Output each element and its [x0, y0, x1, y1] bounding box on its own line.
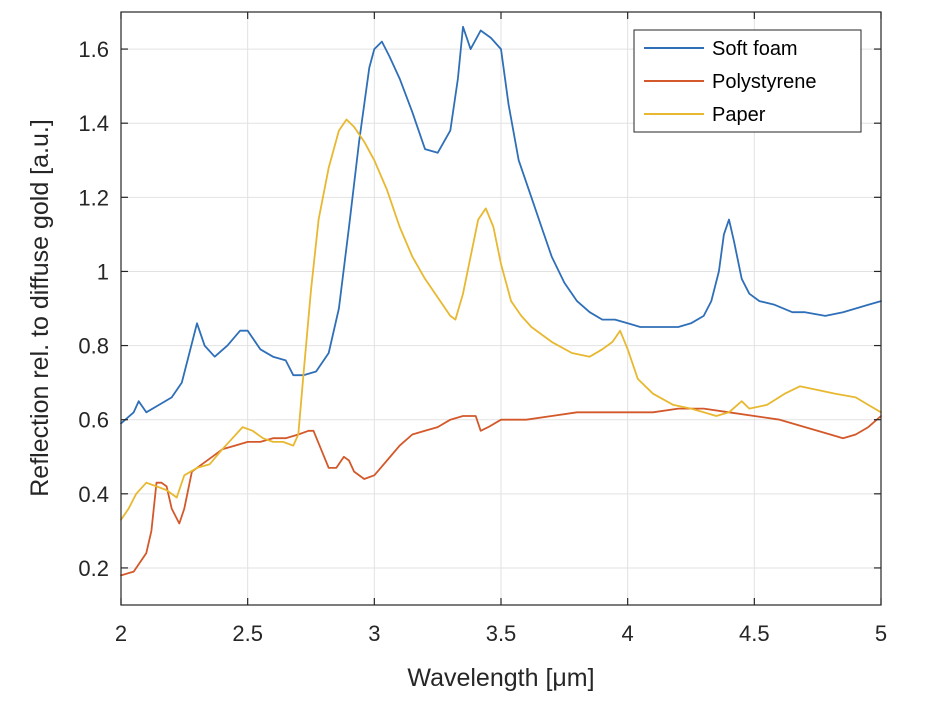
y-tick-label: 1: [97, 259, 109, 284]
y-axis-title: Reflection rel. to diffuse gold [a.u.]: [26, 119, 54, 497]
y-tick-label: 0.2: [78, 556, 109, 581]
axis-ticks: 2 2.5 3 3.5 4 4.5 5 0.2 0.4 0.6 0.8 1 1.2 1.4 1.6: [78, 12, 887, 646]
y-tick-label: 0.8: [78, 334, 109, 359]
legend-label-polystyrene: Polystyrene: [712, 71, 817, 93]
series-lines: [120, 25, 882, 577]
x-tick-label: 4: [622, 621, 634, 646]
y-tick-label: 0.6: [78, 408, 109, 433]
x-tick-label: 2.5: [232, 621, 263, 646]
legend: Soft foam Polystyrene Paper: [633, 29, 862, 133]
series-line-paper: [120, 118, 882, 521]
x-tick-label: 4.5: [739, 621, 770, 646]
x-tick-label: 2: [115, 621, 127, 646]
y-tick-label: 1.6: [78, 37, 109, 62]
y-tick-label: 0.4: [78, 482, 109, 507]
x-tick-label: 5: [875, 621, 887, 646]
series-line-soft-foam: [120, 25, 882, 425]
y-tick-label: 1.2: [78, 185, 109, 210]
x-axis-title: Wavelength [μm]: [407, 664, 594, 692]
legend-label-soft-foam: Soft foam: [712, 38, 798, 60]
legend-label-paper: Paper: [712, 104, 766, 126]
x-tick-label: 3.5: [486, 621, 517, 646]
y-tick-label: 1.4: [78, 111, 109, 136]
x-tick-label: 3: [368, 621, 380, 646]
